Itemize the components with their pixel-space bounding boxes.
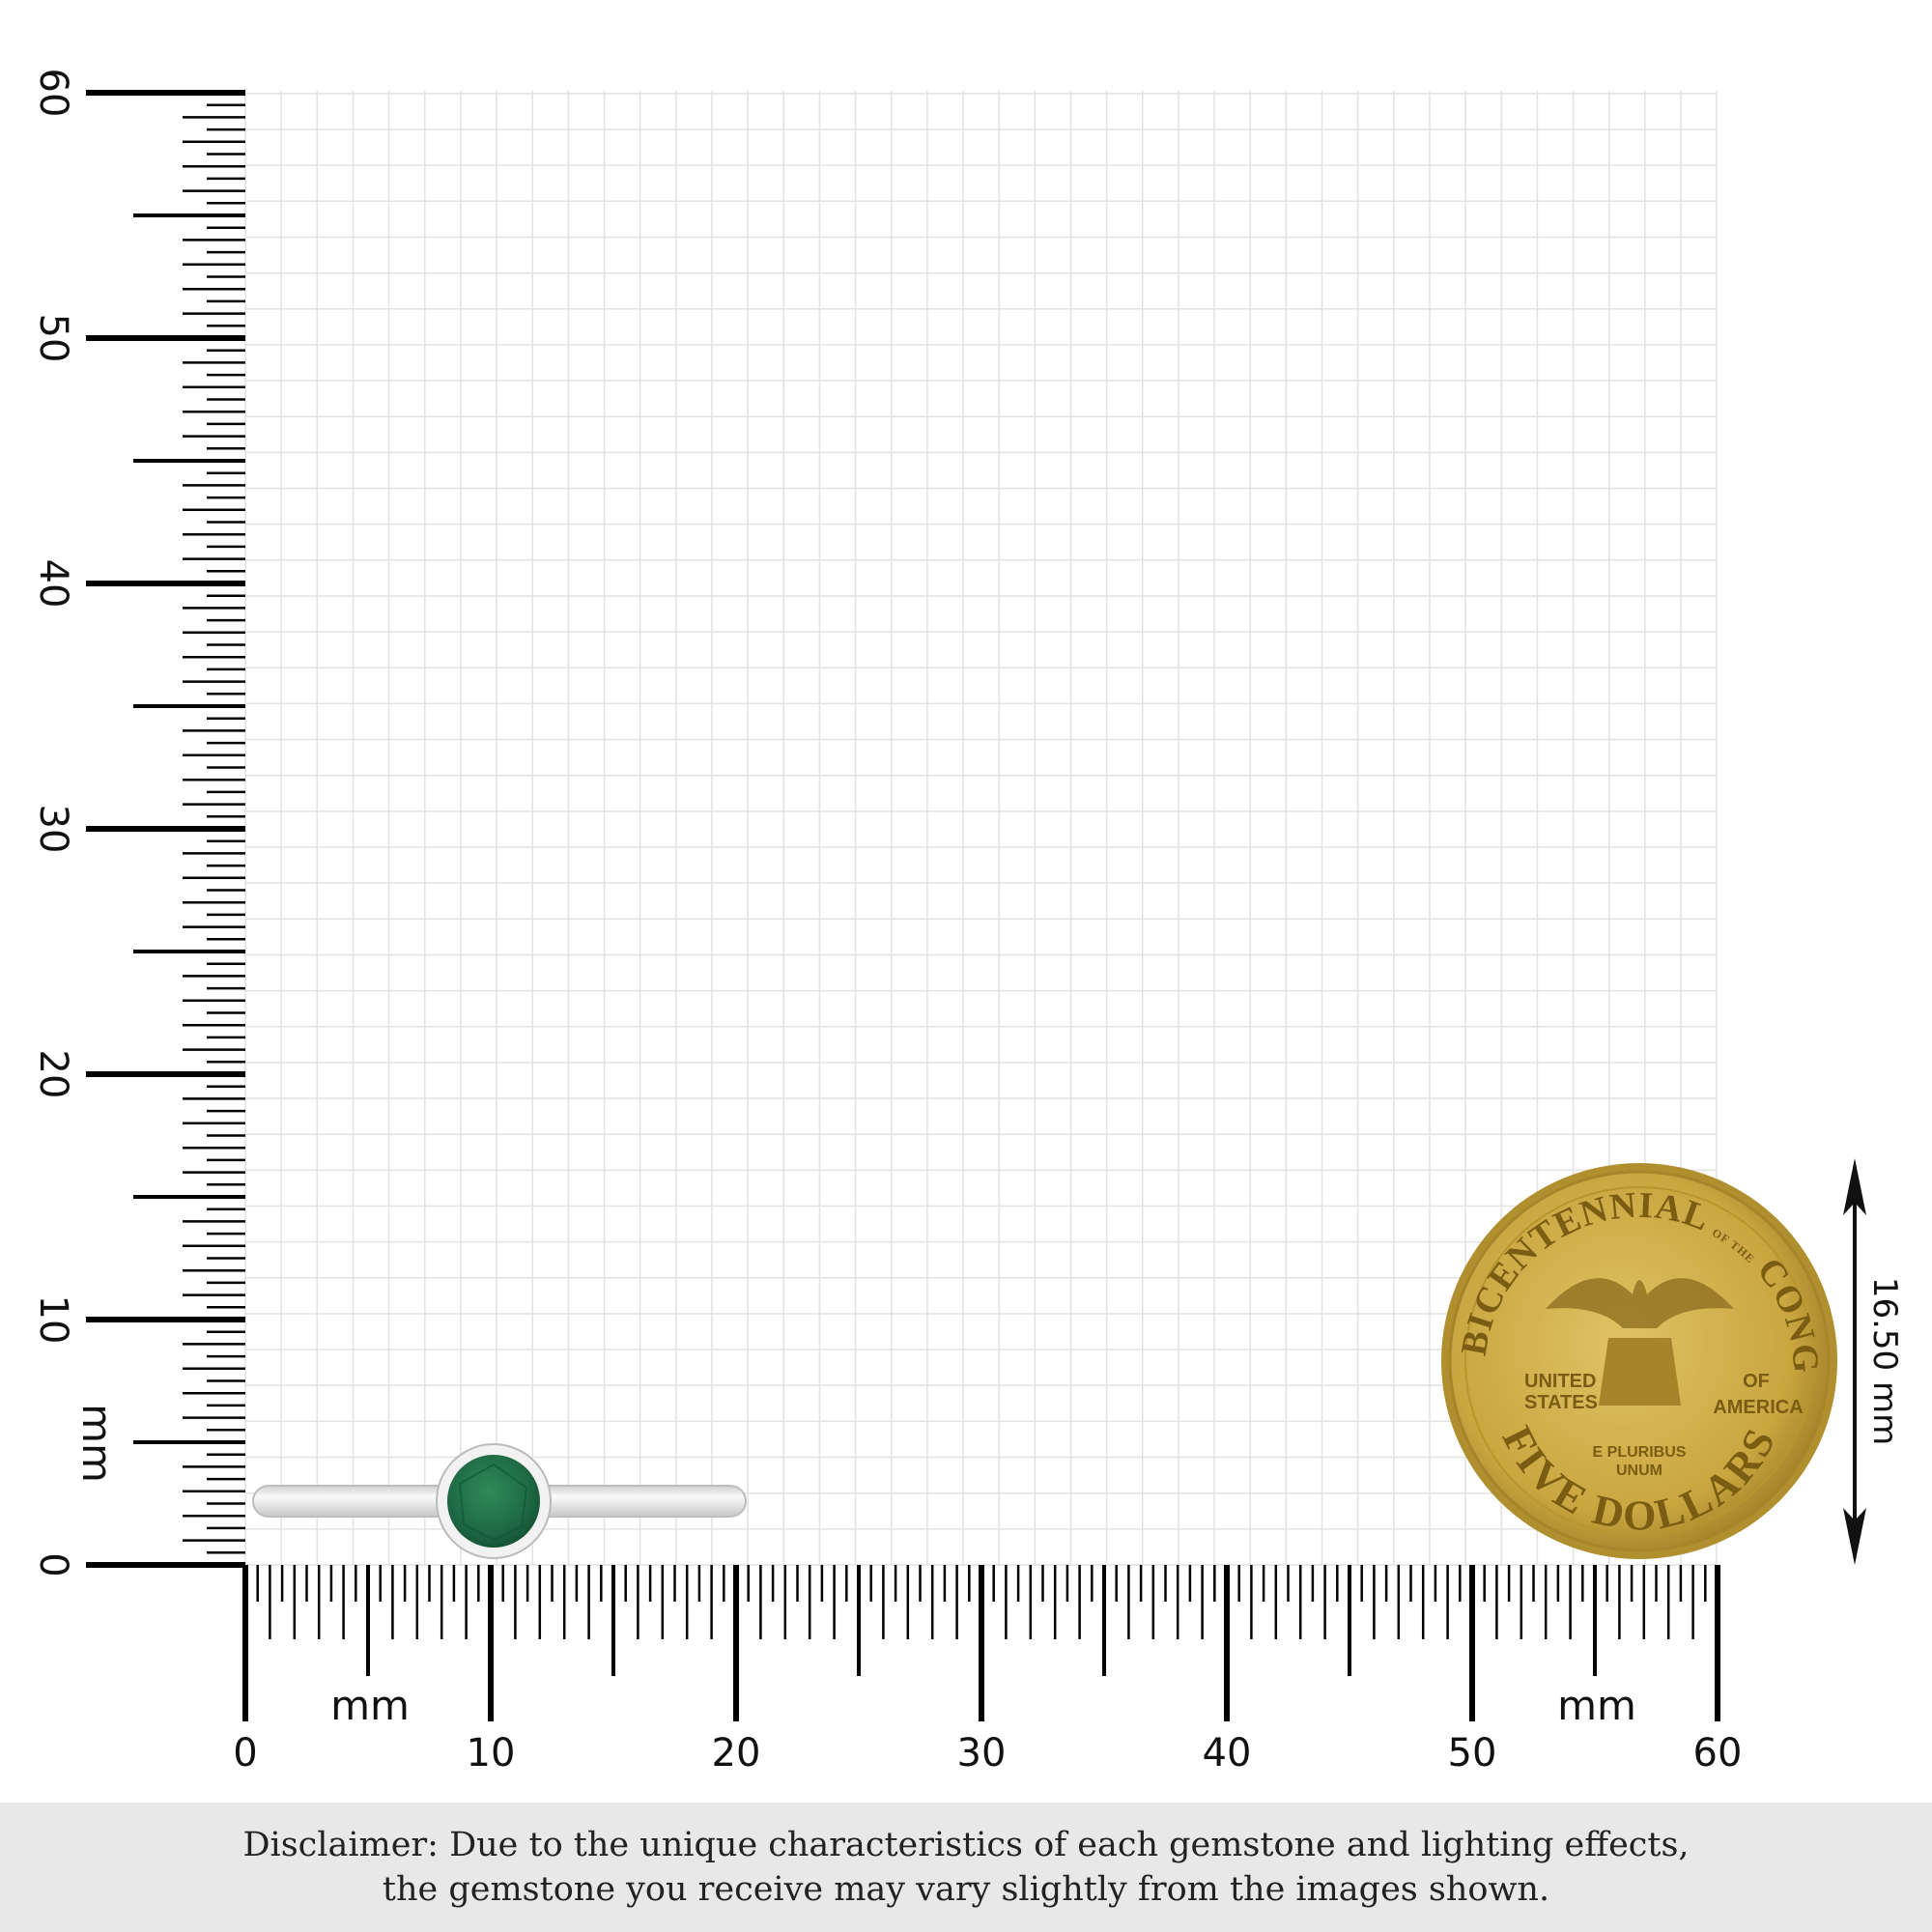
y-tick-label: 20: [31, 1050, 75, 1099]
y-tick-label: 30: [31, 805, 75, 854]
svg-text:UNUM: UNUM: [1616, 1463, 1662, 1479]
svg-text:OF: OF: [1743, 1371, 1770, 1392]
x-tick-label: 10: [467, 1731, 516, 1776]
arrow-up-icon: [1843, 1158, 1866, 1215]
y-tick-label: 60: [31, 69, 75, 118]
svg-text:E PLURIBUS: E PLURIBUS: [1593, 1444, 1687, 1461]
y-tick-label: 50: [31, 314, 75, 363]
shield-icon: [1599, 1338, 1681, 1406]
eagle-icon: [1546, 1278, 1734, 1328]
ruler-labels: 0 10 20 30 40 50 60 0 10 20 30 40 50 60 mm mm mm: [31, 69, 1742, 1776]
x-tick-label: 40: [1203, 1731, 1252, 1776]
x-tick-label: 60: [1693, 1731, 1743, 1776]
x-tick-label: 20: [712, 1731, 761, 1776]
arrow-down-icon: [1843, 1508, 1866, 1565]
x-tick-label: 0: [233, 1731, 257, 1776]
x-tick-label: 50: [1448, 1731, 1497, 1776]
svg-text:AMERICA: AMERICA: [1713, 1397, 1803, 1418]
svg-text:UNITED: UNITED: [1524, 1371, 1596, 1392]
x-unit-label: mm: [1557, 1682, 1636, 1729]
y-tick-label: 10: [31, 1295, 75, 1345]
y-unit-label: mm: [73, 1404, 121, 1483]
ring-image: [252, 1443, 747, 1559]
dimension-arrow: 16.50 mm: [1843, 1158, 1904, 1565]
svg-text:STATES: STATES: [1524, 1392, 1598, 1413]
x-unit-label: mm: [330, 1682, 410, 1729]
x-tick-label: 30: [957, 1731, 1007, 1776]
disclaimer: Disclaimer: Due to the unique characteri…: [0, 1803, 1932, 1932]
dimension-label: 16.50 mm: [1865, 1277, 1904, 1445]
disclaimer-line-1: Disclaimer: Due to the unique characteri…: [242, 1826, 1690, 1864]
svg-text:BICENTENNIALOF THECONGRESS: BICENTENNIALOF THECONGRESS: [0, 0, 1826, 1375]
disclaimer-line-2: the gemstone you receive may vary slight…: [382, 1870, 1550, 1909]
coin-image: BICENTENNIALOF THECONGRESS FIVE DOLLARS …: [0, 0, 1837, 1559]
y-tick-label: 40: [31, 559, 75, 609]
ruler-ticks: [86, 90, 1720, 1721]
y-tick-label: 0: [31, 1552, 75, 1577]
